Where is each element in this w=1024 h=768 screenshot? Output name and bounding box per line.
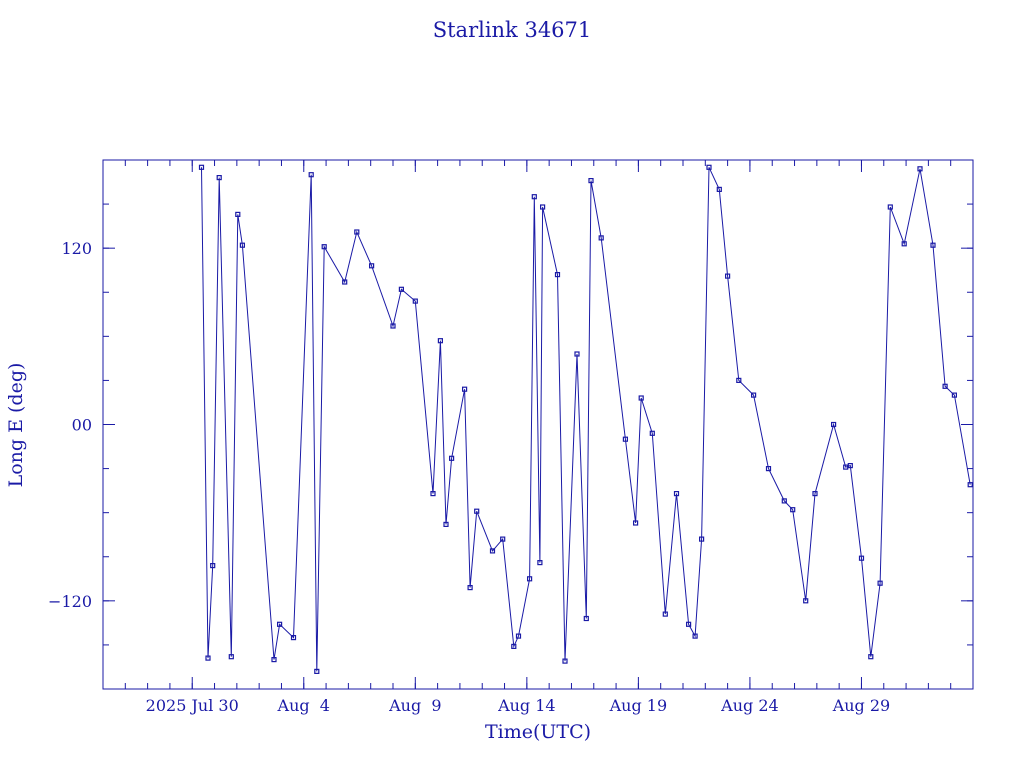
data-point bbox=[290, 634, 297, 641]
data-point bbox=[239, 242, 245, 248]
data-point bbox=[662, 611, 668, 617]
x-tick-label: Aug 4 bbox=[277, 696, 330, 715]
y-tick-labels: 120 00 −120 bbox=[48, 239, 92, 611]
data-point bbox=[583, 615, 589, 622]
data-point bbox=[437, 338, 443, 344]
y-tick-label: 00 bbox=[72, 416, 92, 435]
data-point bbox=[489, 548, 496, 554]
series-path bbox=[201, 167, 971, 672]
data-point bbox=[205, 655, 211, 661]
data-point bbox=[917, 166, 923, 172]
data-point bbox=[750, 392, 757, 398]
chart-title: Starlink 34671 bbox=[433, 18, 592, 42]
data-point bbox=[632, 520, 639, 526]
data-point bbox=[369, 263, 375, 269]
data-point bbox=[967, 482, 973, 488]
data-point bbox=[474, 508, 480, 514]
data-point bbox=[216, 175, 222, 181]
data-point bbox=[685, 621, 692, 627]
data-point bbox=[598, 235, 604, 241]
data-point bbox=[930, 242, 936, 248]
x-tick-label: Aug 9 bbox=[388, 696, 441, 715]
data-point bbox=[515, 633, 522, 639]
data-point bbox=[308, 172, 314, 178]
data-point bbox=[443, 521, 449, 528]
data-point bbox=[901, 241, 907, 247]
data-point bbox=[354, 229, 360, 235]
y-axis-label: Long E (deg) bbox=[5, 363, 27, 488]
data-point bbox=[803, 598, 809, 604]
data-point bbox=[430, 491, 436, 497]
data-point bbox=[449, 455, 455, 461]
data-point bbox=[271, 656, 277, 663]
data-point bbox=[781, 498, 787, 504]
data-point bbox=[698, 536, 705, 542]
x-tick-label: 2025 Jul 30 bbox=[146, 696, 239, 715]
data-point bbox=[314, 668, 320, 675]
data-point bbox=[622, 436, 629, 442]
data-point bbox=[942, 383, 948, 389]
series-line bbox=[201, 167, 971, 672]
data-point bbox=[830, 421, 837, 428]
data-point bbox=[539, 204, 546, 210]
data-point bbox=[412, 298, 418, 304]
data-point bbox=[228, 654, 234, 660]
data-point bbox=[887, 204, 893, 210]
data-point bbox=[877, 580, 883, 586]
data-point bbox=[277, 621, 283, 627]
y-tick-label: 120 bbox=[61, 239, 92, 258]
data-point bbox=[531, 194, 537, 200]
data-point bbox=[736, 377, 742, 383]
data-point bbox=[198, 164, 205, 170]
data-point bbox=[951, 392, 958, 398]
data-point bbox=[511, 643, 517, 650]
data-point bbox=[716, 186, 722, 192]
data-point bbox=[398, 286, 404, 292]
data-point bbox=[588, 178, 594, 184]
data-point bbox=[342, 279, 348, 285]
x-tick-label: Aug 24 bbox=[720, 696, 779, 715]
x-tick-label: Aug 19 bbox=[609, 696, 668, 715]
y-tick-label: −120 bbox=[48, 592, 92, 611]
data-point bbox=[847, 463, 853, 469]
data-point bbox=[790, 507, 796, 513]
data-point bbox=[537, 559, 543, 566]
data-point bbox=[706, 164, 712, 170]
data-point bbox=[868, 654, 874, 660]
data-point bbox=[500, 536, 506, 542]
data-point bbox=[765, 466, 772, 472]
data-point bbox=[638, 395, 644, 401]
data-point bbox=[673, 491, 680, 497]
data-point bbox=[574, 351, 580, 357]
data-point bbox=[390, 323, 396, 329]
x-tick-label: Aug 29 bbox=[832, 696, 891, 715]
x-tick-label: Aug 14 bbox=[497, 696, 556, 715]
data-point bbox=[526, 576, 533, 582]
data-point bbox=[554, 272, 561, 278]
data-point bbox=[321, 244, 327, 250]
x-axis-label: Time(UTC) bbox=[485, 721, 591, 743]
data-point bbox=[692, 633, 698, 639]
series-markers bbox=[198, 164, 973, 675]
data-point bbox=[812, 491, 818, 497]
data-point bbox=[562, 658, 568, 664]
x-ticks bbox=[124, 160, 952, 689]
y-ticks bbox=[103, 203, 973, 646]
data-point bbox=[462, 386, 468, 392]
data-point bbox=[467, 584, 473, 591]
data-point bbox=[235, 211, 241, 217]
x-tick-labels: 2025 Jul 30 Aug 4 Aug 9 Aug 14 Aug 19 Aug 24 A… bbox=[146, 696, 891, 715]
data-point bbox=[649, 430, 655, 436]
data-point bbox=[724, 273, 731, 279]
data-point bbox=[858, 555, 865, 561]
data-point bbox=[210, 562, 216, 569]
